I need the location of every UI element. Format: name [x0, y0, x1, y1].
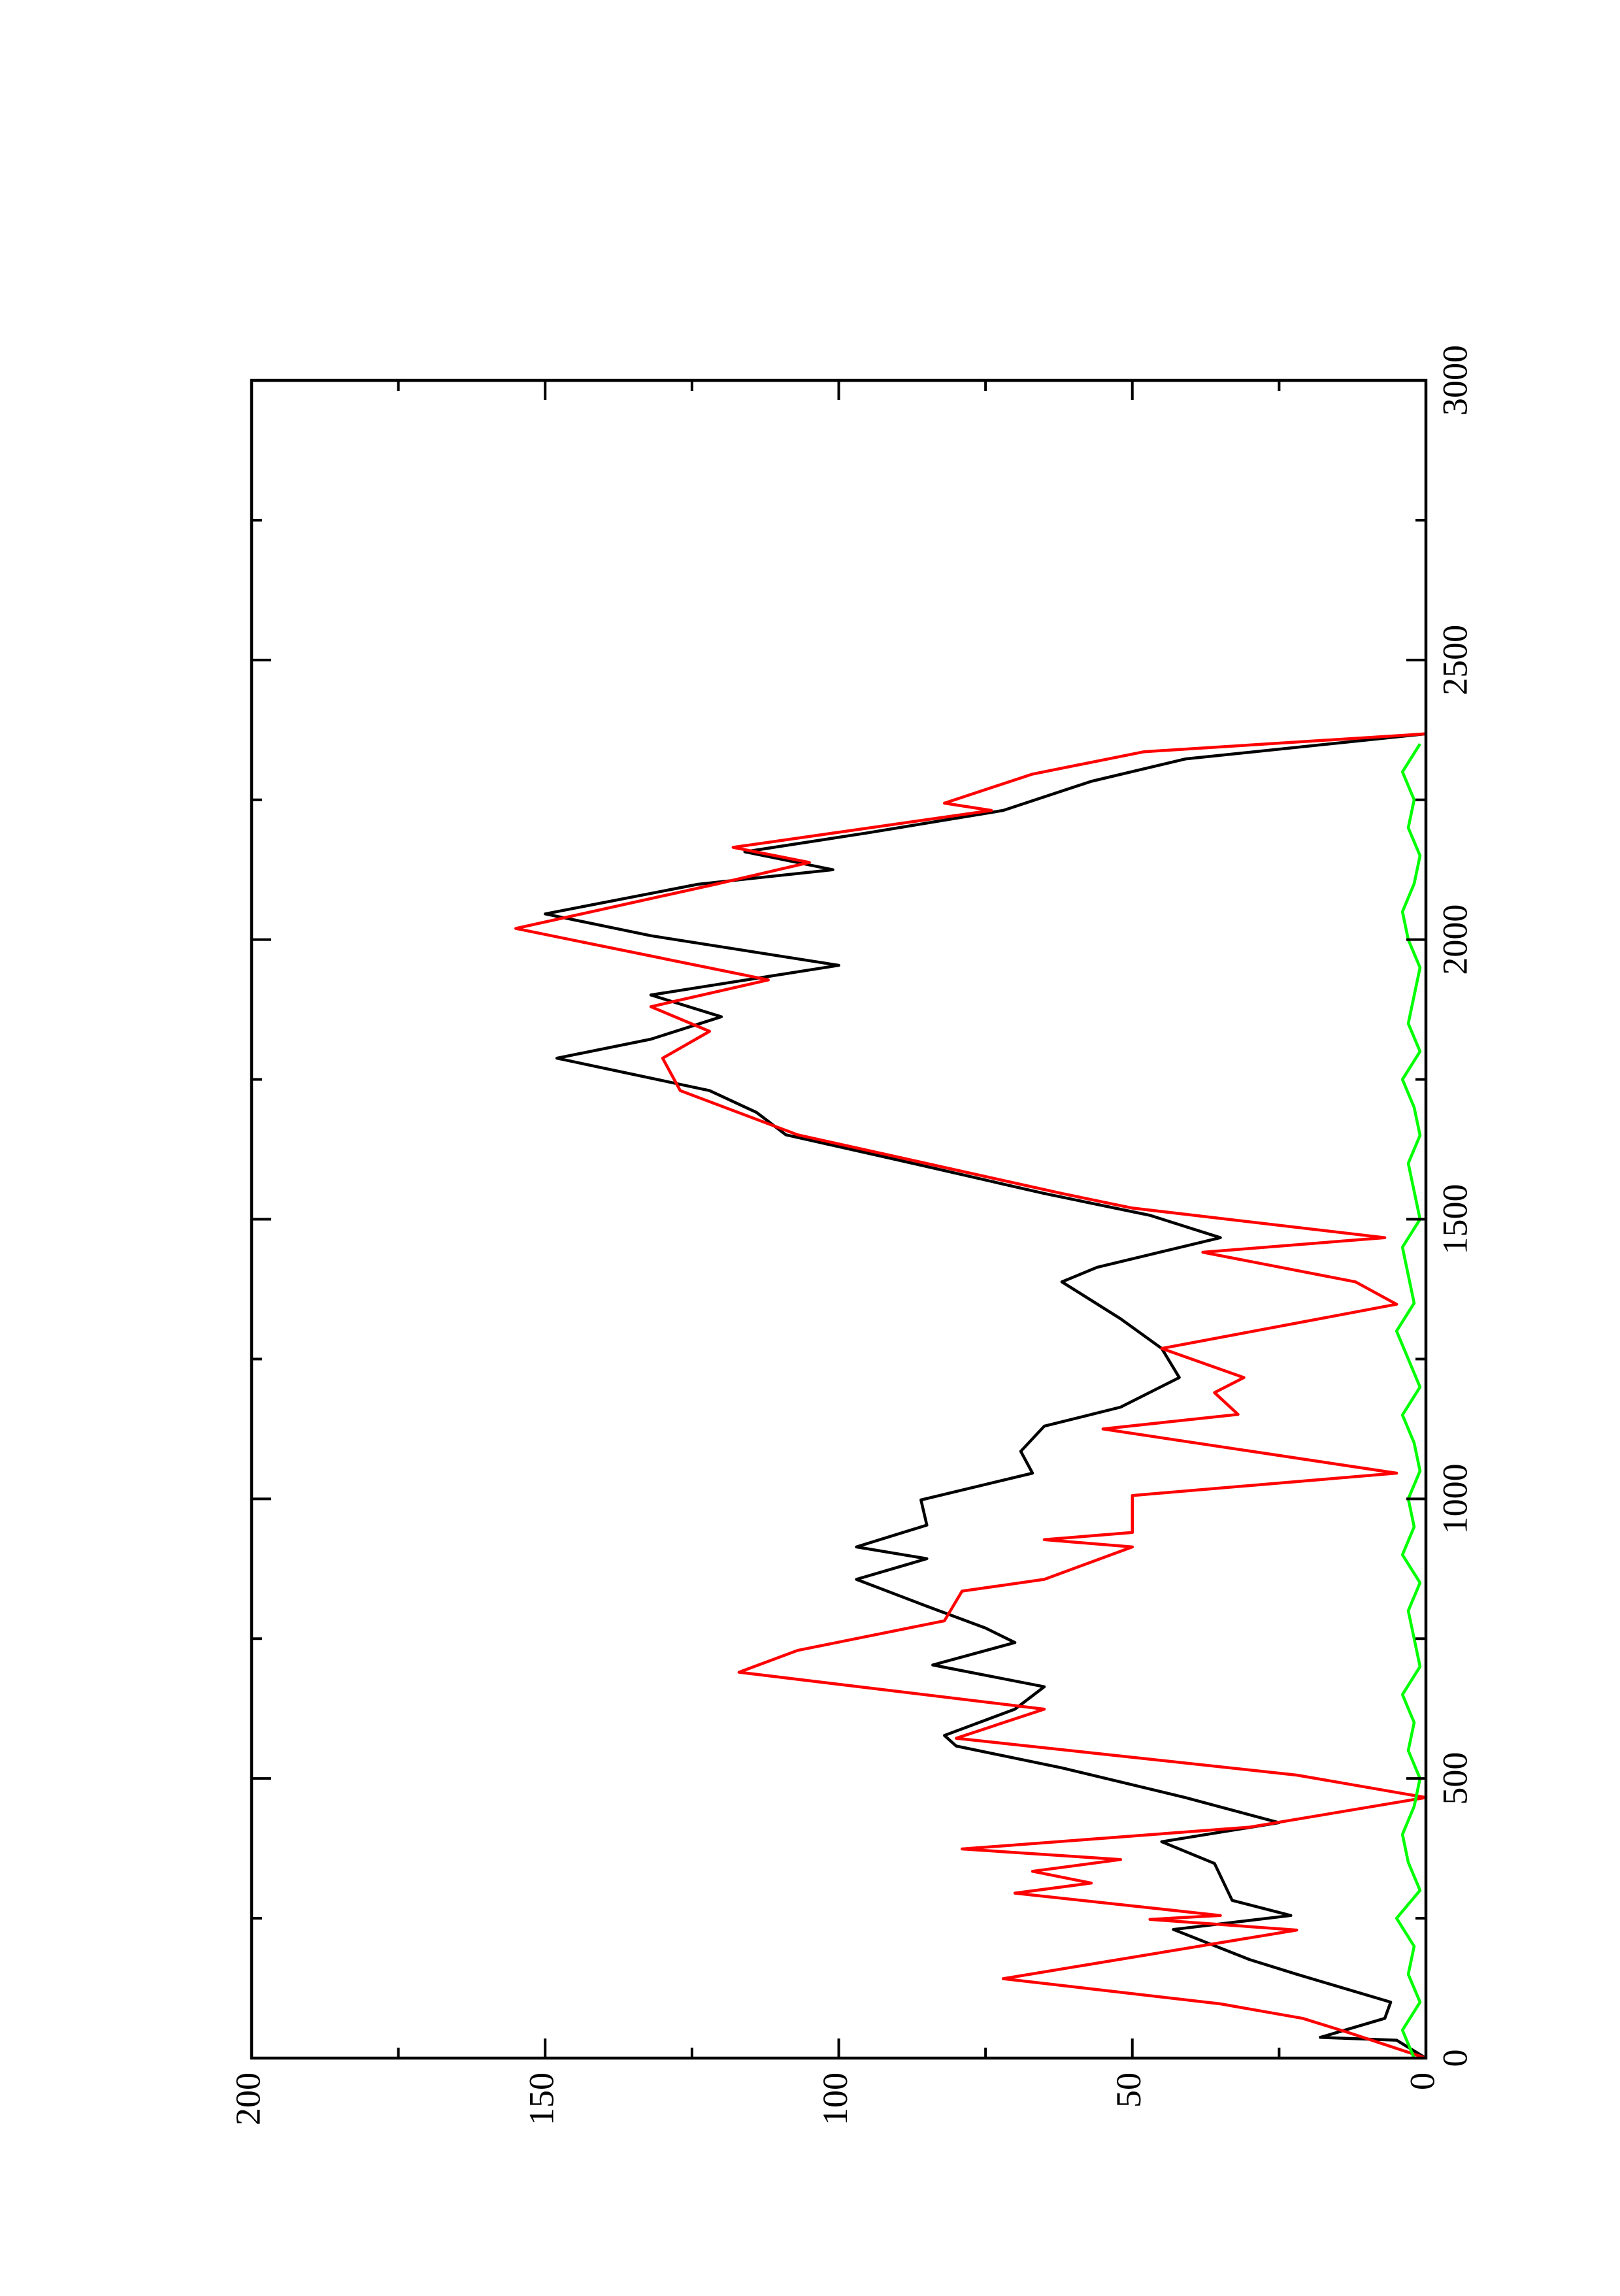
y-tick-label: 150 [522, 2072, 561, 2125]
y-tick-label: 200 [228, 2072, 267, 2125]
plot-area: 0 500 1000 1500 2000 2500 3000 0 50 100 150 200 [228, 345, 1474, 2125]
y-tick-label: 100 [816, 2072, 855, 2125]
data-line [544, 732, 1427, 2059]
data-line [1395, 743, 1422, 2059]
y-tick-label: 50 [1109, 2072, 1148, 2108]
x-tick-label: 2000 [1435, 905, 1474, 975]
y-tick-label: 0 [1402, 2072, 1442, 2090]
x-tick-label: 500 [1435, 1752, 1474, 1805]
data-line [514, 732, 1428, 2060]
plot-frame [250, 378, 1428, 2060]
x-tick-label: 0 [1435, 2050, 1474, 2067]
x-tick-label: 1500 [1435, 1184, 1474, 1255]
x-tick-label: 1000 [1435, 1463, 1474, 1534]
x-tick-label: 2500 [1435, 625, 1474, 695]
x-tick-label: 3000 [1435, 345, 1474, 416]
